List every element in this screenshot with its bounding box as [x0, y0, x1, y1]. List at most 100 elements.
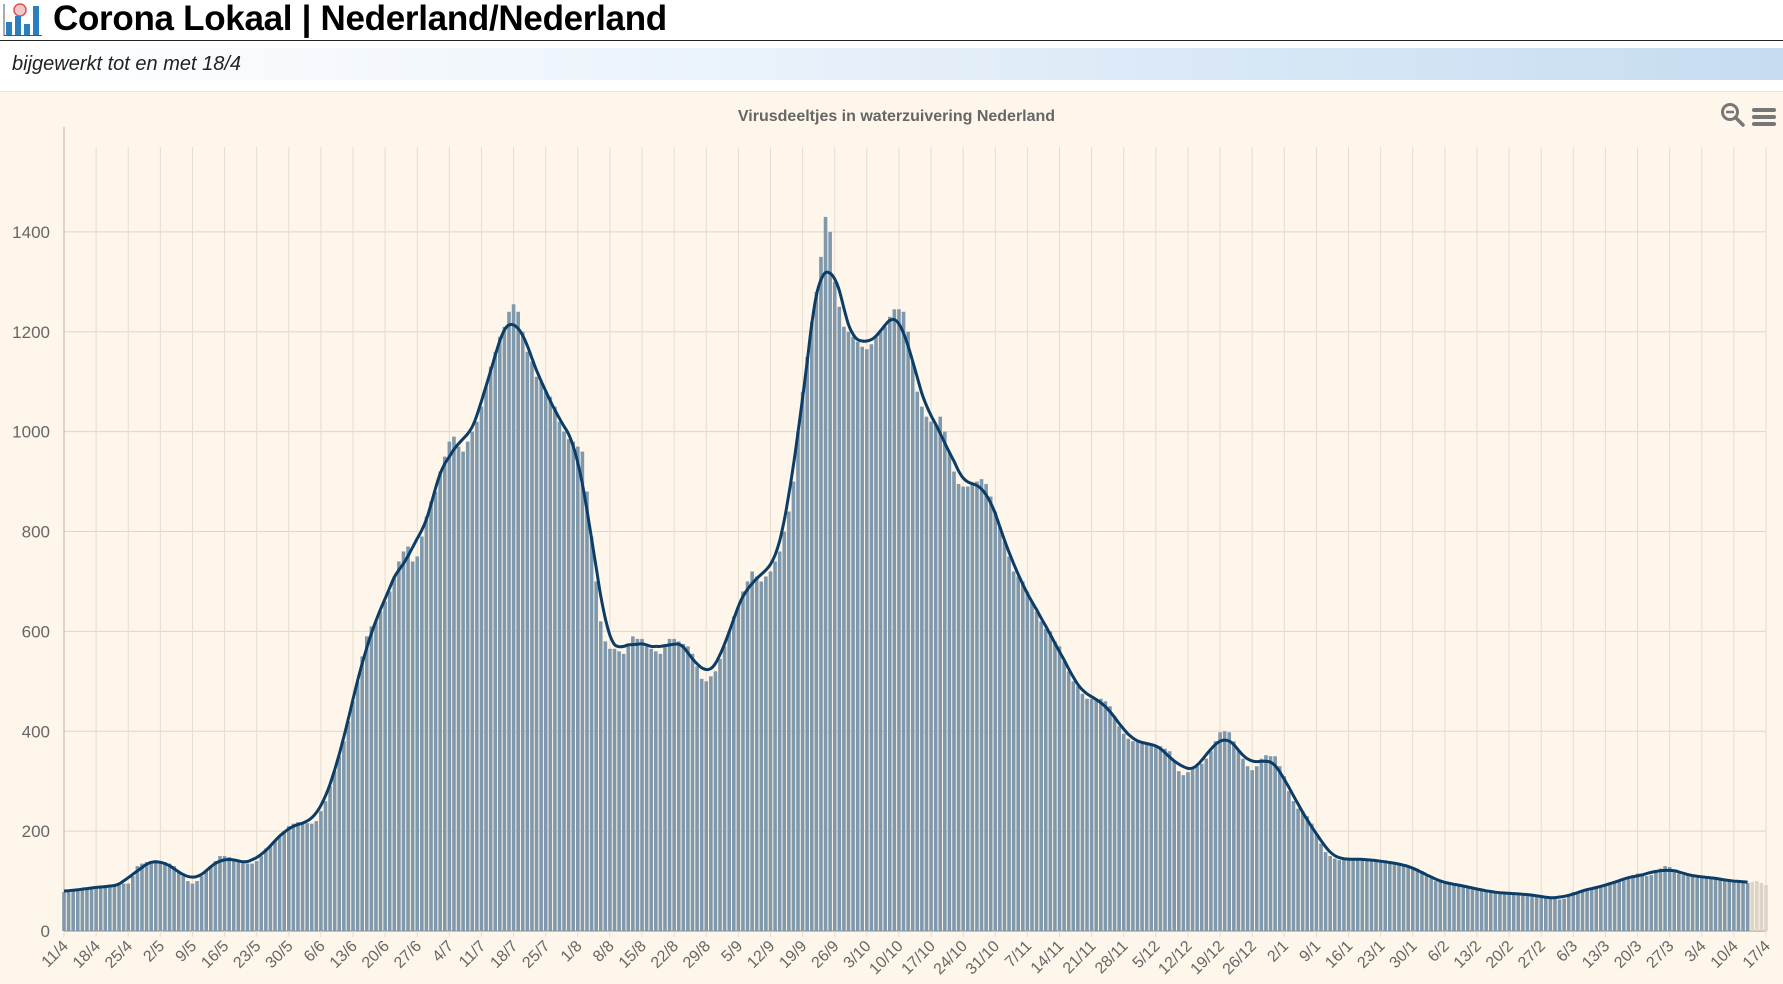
bar: [245, 863, 250, 931]
bar: [819, 256, 823, 931]
bar: [695, 666, 699, 931]
bar: [1640, 875, 1644, 931]
bar: [277, 836, 282, 931]
bar: [461, 451, 465, 931]
bar: [1232, 741, 1236, 931]
bar: [1264, 755, 1268, 931]
bar: [149, 861, 153, 931]
bar: [346, 721, 351, 931]
bar: [475, 421, 479, 931]
x-tick-label: 23/1: [1354, 938, 1388, 972]
bar: [754, 576, 759, 931]
chart-container: Virusdeeltjes in waterzuivering Nederlan…: [0, 91, 1783, 984]
bar: [1323, 852, 1328, 931]
bar: [832, 281, 837, 931]
x-tick-label: 20/2: [1483, 938, 1517, 972]
bar: [296, 822, 300, 931]
bar: [1755, 881, 1759, 931]
bar: [342, 741, 346, 931]
bar: [612, 648, 617, 931]
bar: [1071, 681, 1076, 931]
bar: [566, 439, 571, 931]
y-tick-label: 800: [22, 523, 50, 542]
bar: [920, 406, 924, 931]
bar: [1213, 741, 1218, 931]
bar: [851, 336, 855, 932]
bar: [291, 823, 296, 931]
bar: [131, 876, 135, 931]
bar: [1732, 881, 1736, 931]
bar: [709, 676, 713, 931]
hamburger-menu-icon[interactable]: [1751, 106, 1777, 128]
bar: [1034, 611, 1039, 931]
bar: [543, 391, 548, 932]
bar: [374, 621, 378, 931]
zoom-out-icon[interactable]: [1720, 102, 1746, 128]
bar: [1342, 860, 1346, 931]
bar: [254, 861, 259, 931]
bar: [309, 823, 314, 931]
bar: [929, 421, 933, 931]
bar: [1365, 859, 1369, 931]
x-tick-label: 24/10: [931, 938, 971, 978]
page-title: Corona Lokaal | Nederland/Nederland: [53, 0, 667, 38]
bar: [1736, 882, 1741, 931]
bar: [933, 424, 938, 931]
bar: [456, 446, 461, 931]
bar: [268, 846, 273, 931]
bar: [1140, 742, 1144, 931]
bar: [378, 611, 383, 931]
bar: [85, 888, 89, 931]
bar: [204, 871, 209, 931]
bar: [897, 309, 901, 932]
y-tick-label: 200: [22, 822, 50, 841]
bar: [364, 636, 369, 931]
bar: [1277, 766, 1282, 931]
bar: [777, 551, 782, 931]
bar: [741, 591, 745, 931]
bar: [1002, 541, 1007, 931]
bar: [1030, 601, 1034, 931]
bar: [594, 581, 598, 931]
bar: [1750, 882, 1755, 931]
bar: [865, 349, 869, 931]
x-tick-label: 13/2: [1451, 938, 1485, 972]
bar: [1388, 862, 1392, 931]
bar: [1401, 865, 1406, 931]
bar: [222, 856, 227, 931]
bar: [484, 386, 488, 931]
bar: [1621, 879, 1626, 931]
bar: [1686, 875, 1690, 931]
bar: [186, 881, 190, 931]
bar: [1461, 886, 1466, 931]
bar: [1626, 877, 1631, 931]
bar: [507, 311, 511, 931]
bar: [828, 231, 832, 931]
bar: [1273, 756, 1277, 931]
bar: [108, 886, 112, 931]
bar: [300, 822, 305, 931]
bar: [218, 856, 222, 931]
bar: [1319, 843, 1323, 931]
bar: [1076, 686, 1080, 931]
bar: [1741, 882, 1745, 931]
bar: [1466, 887, 1470, 931]
bar: [644, 646, 649, 931]
bar: [759, 581, 764, 931]
x-tick-label: 20/3: [1611, 938, 1645, 972]
bar: [713, 671, 718, 931]
bar: [1360, 859, 1365, 931]
bar: [493, 351, 498, 931]
bar: [1424, 875, 1429, 931]
x-tick-label: 11/4: [39, 938, 72, 971]
bar: [429, 501, 433, 931]
bar: [1089, 698, 1094, 931]
bar: [1117, 726, 1121, 931]
bar: [621, 653, 626, 931]
bar: [250, 863, 254, 931]
bar: [163, 862, 167, 931]
bar: [1048, 631, 1053, 931]
bar: [1420, 871, 1424, 931]
bar: [640, 638, 644, 931]
bar: [585, 491, 589, 931]
